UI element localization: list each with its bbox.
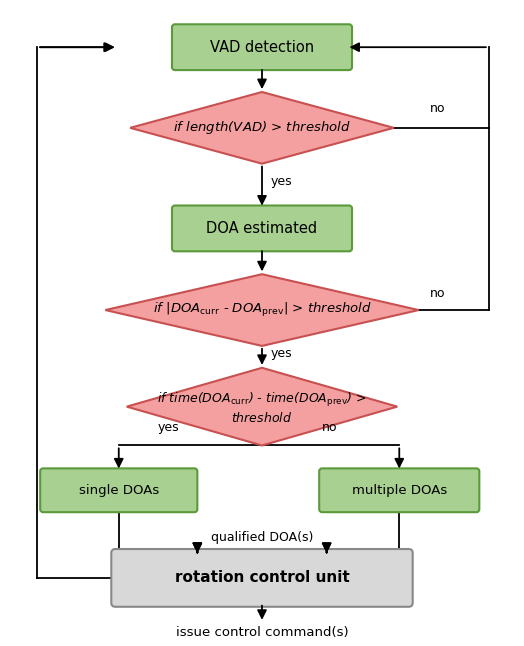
- FancyBboxPatch shape: [111, 549, 413, 607]
- Text: no: no: [322, 421, 337, 434]
- Text: rotation control unit: rotation control unit: [174, 570, 350, 585]
- FancyBboxPatch shape: [172, 205, 352, 251]
- Text: yes: yes: [271, 175, 292, 188]
- Text: if |DOA$_{\rm curr}$ - DOA$_{\rm prev}$| > $\mathit{threshold}$: if |DOA$_{\rm curr}$ - DOA$_{\rm prev}$|…: [152, 301, 372, 319]
- FancyBboxPatch shape: [319, 468, 479, 512]
- FancyBboxPatch shape: [172, 25, 352, 70]
- Polygon shape: [130, 92, 394, 163]
- Text: VAD detection: VAD detection: [210, 39, 314, 55]
- Text: yes: yes: [158, 421, 179, 434]
- Text: if length(VAD) > $\mathit{threshold}$: if length(VAD) > $\mathit{threshold}$: [173, 120, 351, 136]
- Text: qualified DOA(s): qualified DOA(s): [211, 530, 313, 543]
- Text: DOA estimated: DOA estimated: [206, 221, 318, 236]
- Text: if time(DOA$_{\rm curr}$) - time(DOA$_{\rm prev}$) >: if time(DOA$_{\rm curr}$) - time(DOA$_{\…: [157, 391, 367, 409]
- Polygon shape: [127, 368, 397, 446]
- Text: no: no: [430, 287, 445, 300]
- Text: issue control command(s): issue control command(s): [176, 626, 348, 639]
- Text: no: no: [430, 103, 445, 116]
- Text: single DOAs: single DOAs: [79, 484, 159, 497]
- FancyBboxPatch shape: [40, 468, 198, 512]
- Text: yes: yes: [271, 348, 292, 360]
- Polygon shape: [105, 274, 419, 346]
- Text: multiple DOAs: multiple DOAs: [352, 484, 447, 497]
- Text: $\mathit{threshold}$: $\mathit{threshold}$: [232, 411, 292, 424]
